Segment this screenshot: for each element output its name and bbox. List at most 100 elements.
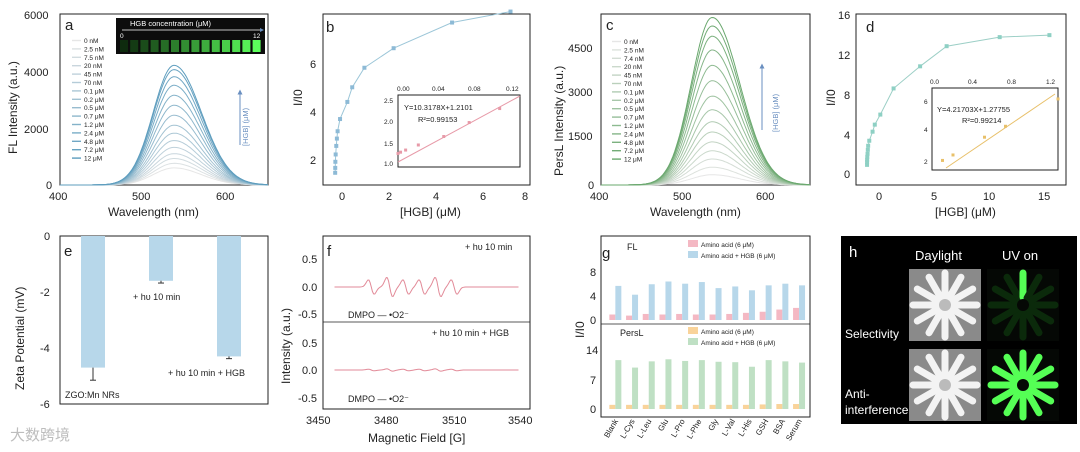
g-fl-bar-a-4	[676, 313, 683, 320]
a-inset-min: 0	[120, 33, 124, 40]
g-persl-bar-b-9	[765, 360, 772, 409]
g-persl-bar-b-0	[615, 360, 622, 409]
g-persl-tag: PersL	[620, 328, 644, 338]
g-fl-bar-b-6	[715, 288, 722, 320]
a-vial-2	[140, 40, 149, 52]
panel-g-frame	[600, 235, 811, 418]
b-r2: R²=0.99153	[418, 115, 457, 124]
d-points-point-3	[865, 154, 870, 159]
e-ytick-0: 0	[44, 231, 50, 243]
b-points-point-3	[333, 152, 338, 157]
a-ytick-0: 0	[46, 180, 52, 192]
b-ylabel: I/I0	[291, 89, 305, 106]
h-well-uv-anti-2	[1023, 388, 1043, 417]
d-ytick-16: 16	[838, 10, 850, 22]
e-bar-1	[149, 236, 173, 281]
c-xlabel: Wavelength (nm)	[650, 205, 741, 219]
d-inset-points-point-2	[983, 135, 986, 139]
b-inset-xtick-2: 0.08	[468, 86, 481, 93]
g-persl-bar-a-1	[626, 404, 633, 409]
d-points-point-6	[866, 143, 871, 148]
a-vial-12	[242, 40, 251, 52]
c-ytick-0: 0	[588, 180, 594, 192]
a-vial-11	[232, 40, 241, 52]
g-persl-bar-a-4	[676, 404, 683, 409]
a-inset-max: 12	[253, 33, 261, 40]
g-xtick-8: L-His	[737, 418, 754, 439]
g-persl-ytick-0: 0	[590, 404, 596, 416]
g-xtick-9: GSH	[754, 417, 771, 437]
f-top-ytick-1: 0.0	[302, 282, 317, 294]
a-vial-10	[222, 40, 230, 52]
a-legend-entry-4: 45 nM	[84, 72, 102, 79]
g-fl-bar-b-0	[615, 285, 622, 320]
f-xtick-0: 3450	[306, 415, 330, 427]
d-points-point-14	[997, 35, 1002, 40]
h-well-uv-anti-7	[991, 365, 1020, 385]
g-persl-bar-a-6	[709, 404, 716, 409]
e-label-1: + hυ 10 min	[133, 292, 180, 302]
c-ytick-3000: 3000	[568, 87, 592, 99]
g-persl-ytick-7: 7	[590, 375, 596, 387]
b-points-point-11	[391, 46, 396, 51]
d-inset-points-point-1	[951, 153, 955, 157]
d-ylabel: I/I0	[824, 89, 838, 106]
d-points-point-12	[918, 64, 923, 69]
a-vial-0	[120, 40, 128, 52]
g-persl-bar-a-10	[776, 404, 783, 409]
h-well-daylight-selectivity-2	[945, 308, 965, 337]
watermark-logo: 大数跨境	[10, 426, 70, 444]
a-xtick-600: 600	[216, 191, 234, 203]
g-fl-bar-a-9	[759, 311, 766, 320]
panel-d-frame	[855, 13, 1067, 186]
e-bar-2	[217, 236, 241, 357]
b-inset-points-point-6	[498, 107, 502, 111]
f-dmpo-top: DMPO — •O2⁻	[348, 310, 409, 320]
b-points-point-2	[333, 159, 338, 164]
panel-c-label: c	[606, 17, 614, 34]
g-persl-bar-b-5	[698, 360, 705, 409]
b-points-point-7	[338, 117, 343, 122]
g-persl-bar-b-3	[665, 359, 672, 409]
panel-d: d 16 12 8 4 0 0 5 10 15 [HGB] (μM) I/I0 …	[824, 10, 1067, 219]
d-xtick-10: 10	[983, 191, 995, 203]
f-top-ytick-2: -0.5	[298, 309, 317, 321]
e-label-0: ZGO:Mn NRs	[65, 390, 120, 400]
g-fl-ytick-4: 4	[590, 291, 596, 303]
g-xtick-7: L-Val	[720, 417, 737, 437]
panel-b-frame	[322, 13, 531, 186]
h-row-selectivity: Selectivity	[845, 327, 899, 341]
panel-h-label: h	[849, 244, 857, 261]
c-legend-entry-6: 0.1 μM	[624, 89, 644, 96]
d-xtick-5: 5	[931, 191, 937, 203]
d-inset-points-point-3	[1004, 124, 1007, 128]
g-persl-bar-a-0	[609, 404, 616, 409]
h-well-daylight-anti-5	[913, 385, 942, 405]
e-bar-0	[81, 236, 105, 368]
g-persl-bar-a-3	[659, 404, 666, 409]
h-plate-uv-anti	[987, 349, 1059, 421]
b-xtick-8: 8	[522, 191, 528, 203]
a-ytick-6000: 6000	[24, 10, 48, 22]
g-legend-fl-swatch-0	[688, 240, 698, 247]
h-plates	[909, 269, 1059, 421]
g-fl-bar-b-9	[765, 285, 772, 320]
h-well-uv-selectivity-7	[991, 285, 1020, 305]
g-legend-persl-1: Amino acid + HGB (6 μM)	[701, 340, 775, 347]
a-legend-entry-5: 70 nM	[84, 80, 102, 87]
h-well-daylight-anti-10	[945, 353, 965, 382]
g-xtick-1: L-Cys	[619, 418, 637, 441]
f-top-label: + hυ 10 min	[465, 242, 512, 252]
panel-c: c 4500 3000 1500 0 400 500 600 Wavelengt…	[552, 13, 811, 219]
a-inset-title: HGB concentration (μM)	[130, 19, 212, 28]
h-well-daylight-selectivity-8	[925, 273, 945, 302]
a-ytick-2000: 2000	[24, 124, 48, 136]
b-ytick-6: 6	[310, 59, 316, 71]
g-fl-bar-b-11	[799, 285, 806, 320]
c-series-group	[601, 16, 811, 186]
g-persl-bar-b-4	[682, 360, 689, 409]
h-well-daylight-selectivity-10	[945, 273, 965, 302]
